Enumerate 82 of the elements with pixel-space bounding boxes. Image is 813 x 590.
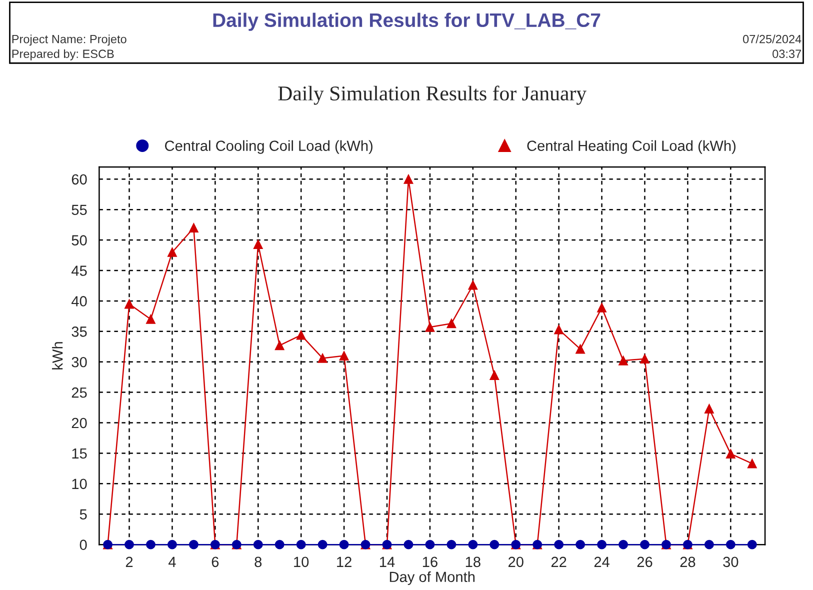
- y-tick-label: 5: [80, 509, 87, 520]
- text: 03:37: [772, 50, 802, 58]
- x-tick-label: 2: [126, 556, 133, 567]
- point: [318, 354, 328, 363]
- point: [554, 540, 564, 550]
- x-axis-title: Day of Month: [390, 571, 475, 585]
- point: [189, 540, 198, 550]
- point: [425, 322, 435, 332]
- y-tick-label: 45: [71, 266, 87, 276]
- point: [726, 540, 736, 550]
- point: [189, 223, 198, 233]
- text: Prepared by: ESCB: [12, 49, 114, 60]
- x-tick-label: 14: [380, 556, 395, 567]
- y-tick-label: 60: [72, 174, 87, 185]
- point: [446, 540, 456, 550]
- x-tick-label: 12: [337, 556, 352, 567]
- legend-label: Central Heating Coil Load (kWh): [527, 140, 736, 154]
- point: [339, 351, 349, 360]
- x-tick-label: 20: [508, 556, 524, 568]
- y-tick-label: 30: [72, 356, 87, 368]
- y-axis-title: kWh: [52, 342, 63, 370]
- point: [576, 344, 585, 354]
- x-tick-label: 24: [594, 556, 610, 567]
- chart-subtitle: Daily Simulation Results for January: [278, 86, 587, 105]
- point: [124, 299, 134, 309]
- point: [425, 540, 435, 550]
- y-tick-label: 40: [71, 296, 87, 306]
- point: [274, 340, 284, 350]
- x-tick-label: 22: [551, 556, 566, 567]
- x-tick-label: 4: [168, 556, 176, 567]
- point: [274, 540, 284, 550]
- chart-title: Daily Simulation Results for UTV_LAB_C7: [213, 12, 600, 31]
- point: [576, 540, 585, 550]
- point: [597, 540, 606, 550]
- x-tick-label: 10: [294, 556, 309, 568]
- point: [446, 318, 456, 328]
- point: [146, 540, 156, 550]
- y-tick-label: 20: [72, 418, 87, 428]
- y-tick-label: 0: [80, 540, 87, 550]
- point: [490, 370, 500, 380]
- point: [704, 540, 714, 550]
- text: 07/25/2024: [743, 34, 802, 44]
- point: [468, 280, 478, 290]
- point: [253, 240, 263, 250]
- point: [747, 540, 757, 550]
- point: [339, 540, 349, 550]
- x-tick-label: 8: [254, 556, 262, 568]
- x-tick-label: 26: [637, 556, 652, 568]
- x-tick-label: 18: [466, 556, 480, 568]
- point: [404, 174, 414, 184]
- x-tick-label: 30: [723, 556, 738, 568]
- y-tick-label: 10: [72, 478, 87, 490]
- point: [296, 540, 306, 550]
- y-tick-label: 50: [72, 235, 87, 246]
- point: [747, 458, 757, 468]
- point: [618, 356, 628, 366]
- point: [704, 404, 714, 414]
- point: [490, 540, 500, 550]
- y-tick-label: 25: [72, 387, 87, 398]
- text: Project Name: Projeto: [12, 34, 126, 46]
- point: [146, 314, 156, 324]
- point: [296, 330, 306, 340]
- point: [726, 449, 736, 459]
- x-tick-label: 28: [680, 556, 696, 568]
- legend-label: Central Cooling Coil Load (kWh): [165, 140, 372, 154]
- point: [168, 248, 177, 257]
- point: [618, 540, 628, 550]
- x-tick-label: 6: [212, 556, 219, 568]
- y-tick-label: 35: [72, 326, 87, 337]
- point: [554, 324, 564, 334]
- point: [640, 540, 650, 550]
- point: [124, 540, 134, 550]
- point: [468, 540, 478, 550]
- point: [253, 540, 263, 550]
- point: [597, 302, 606, 312]
- x-tick-label: 16: [422, 556, 438, 568]
- point: [318, 540, 328, 550]
- point: [168, 540, 177, 550]
- y-tick-label: 55: [72, 204, 87, 216]
- point: [404, 540, 414, 550]
- y-tick-label: 15: [72, 448, 87, 459]
- point: [640, 354, 650, 364]
